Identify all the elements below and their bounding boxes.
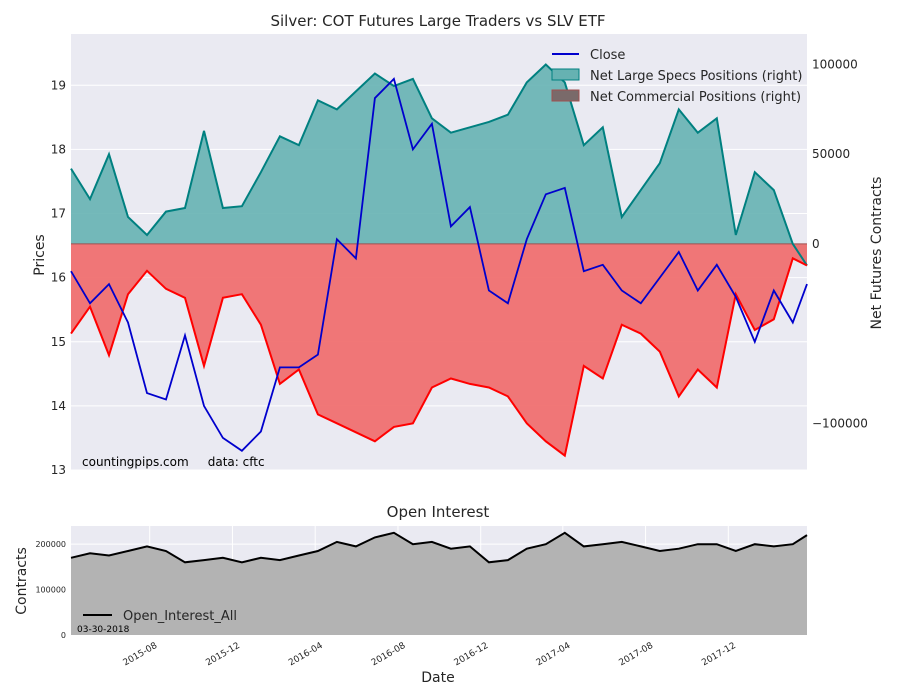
left-y-ticks: 13 14 15 16 17 18 19 [51,78,66,477]
legend-label-commercial: Net Commercial Positions (right) [590,90,801,105]
left-tick-label: 18 [51,142,66,156]
oi-x-tick-label: 2016-12 [453,641,491,668]
oi-legend: Open_Interest_All [83,609,237,624]
oi-line [70,531,808,564]
oi-date-annotation: 03-30-2018 [77,625,130,635]
oi-x-tick-label: 2015-12 [204,641,242,668]
legend-swatch-specs [551,68,580,81]
oi-y-axis-label: Contracts [14,547,30,615]
oi-series [70,531,808,635]
right-tick-label: −100000 [812,416,868,430]
close-line [70,77,808,452]
source-annotation: countingpips.com data: cftc [82,455,265,469]
open-interest-title: Open Interest [387,503,490,521]
legend-label-specs: Net Large Specs Positions (right) [590,69,802,84]
left-tick-label: 13 [51,463,66,477]
right-y-ticks: −100000 0 50000 100000 [812,58,868,431]
left-tick-label: 14 [51,399,66,413]
right-axis-label: Net Futures Contracts [869,177,885,330]
oi-x-tick-label: 2017-12 [700,641,738,668]
commercial-area [71,243,807,456]
left-tick-label: 16 [51,271,66,285]
oi-x-axis-label: Date [421,670,454,686]
oi-x-tick-label: 2017-04 [535,641,573,669]
main-series [70,63,808,458]
main-chart: Silver: COT Futures Large Traders vs SLV… [32,12,885,477]
main-legend: Close Net Large Specs Positions (right) Ne… [551,48,802,105]
right-tick-label: 100000 [812,58,858,72]
oi-x-tick-label: 2016-04 [287,641,325,669]
oi-x-tick-label: 2015-08 [122,641,160,669]
left-tick-label: 19 [51,78,66,92]
oi-x-ticks: 2015-08 2015-12 2016-04 2016-08 2016-12 2017-… [122,641,738,669]
commercial-line [70,256,808,458]
main-chart-title: Silver: COT Futures Large Traders vs SLV… [270,12,605,30]
left-axis-label: Prices [32,234,48,275]
oi-y-tick-label: 200000 [35,540,66,549]
left-tick-label: 17 [51,207,66,221]
legend-label-close: Close [590,48,625,63]
oi-area [71,532,807,635]
oi-legend-label: Open_Interest_All [123,609,237,624]
oi-x-tick-label: 2017-08 [618,641,656,669]
right-tick-label: 50000 [812,147,850,161]
oi-y-tick-label: 100000 [35,586,66,595]
oi-y-ticks: 0 100000 200000 [35,540,66,640]
left-tick-label: 15 [51,335,66,349]
oi-x-tick-label: 2016-08 [370,641,408,669]
right-tick-label: 0 [812,237,820,251]
legend-swatch-commercial [551,89,580,102]
specs-line [70,63,808,267]
oi-y-tick-label: 0 [61,631,66,640]
